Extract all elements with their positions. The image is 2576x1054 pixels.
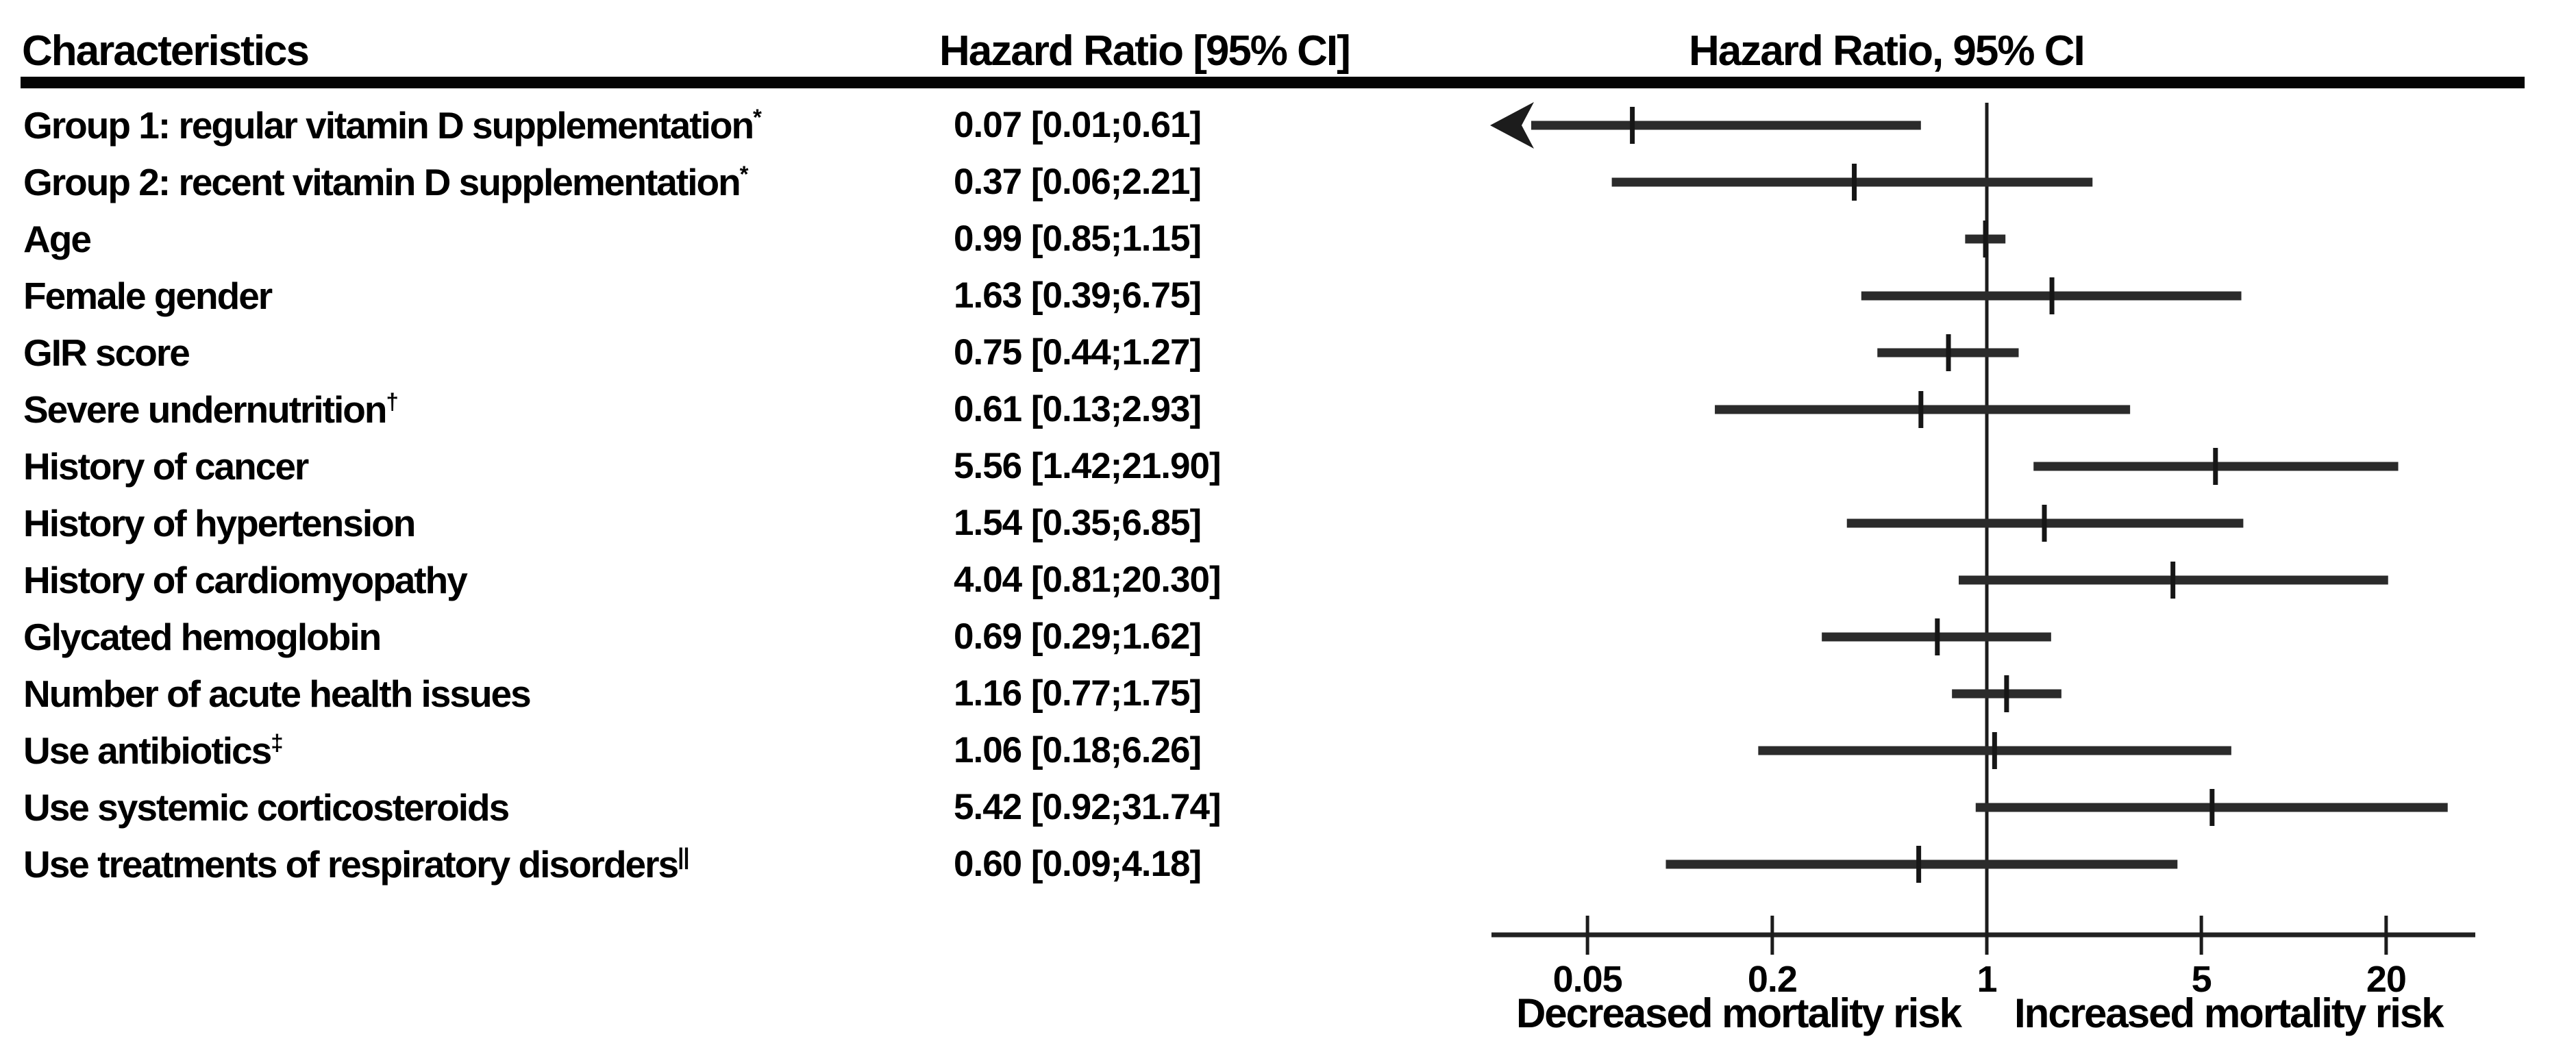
row-label: GIR score: [23, 331, 190, 374]
x-axis-tick-label: 0.2: [1748, 959, 1797, 1000]
x-axis-tick-label: 1: [1977, 959, 1996, 1000]
row-hr-ci-value: 1.06 [0.18;6.26]: [954, 730, 1202, 770]
row-hr-ci-value: 0.75 [0.44;1.27]: [954, 332, 1202, 373]
ci-arrow-left: [1490, 102, 1534, 149]
row-label: Female gender: [23, 275, 273, 317]
superscript-marker: ‡: [271, 729, 283, 755]
row-label: Group 1: regular vitamin D supplementati…: [23, 104, 762, 147]
column-header-characteristics: Characteristics: [22, 27, 310, 75]
row-hr-ci-value: 4.04 [0.81;20.30]: [954, 560, 1222, 600]
header-rule: [21, 77, 2525, 88]
row-hr-ci-value: 0.07 [0.01;0.61]: [954, 105, 1202, 145]
axis-annotation-right: Increased mortality risk: [2014, 990, 2444, 1036]
row-hr-ci-value: 0.69 [0.29;1.62]: [954, 616, 1202, 657]
row-hr-ci-value: 0.37 [0.06;2.21]: [954, 162, 1202, 202]
x-axis-tick-label: 5: [2192, 959, 2212, 1000]
row-label: History of cardiomyopathy: [23, 559, 468, 601]
row-label: Group 2: recent vitamin D supplementatio…: [23, 161, 749, 203]
row-label: History of hypertension: [23, 502, 416, 544]
row-label: Glycated hemoglobin: [23, 616, 382, 658]
row-label: Use treatments of respiratory disorders|…: [23, 843, 690, 886]
row-hr-ci-value: 0.60 [0.09;4.18]: [954, 844, 1202, 884]
row-hr-ci-value: 1.16 [0.77;1.75]: [954, 673, 1202, 714]
row-hr-ci-value: 1.54 [0.35;6.85]: [954, 503, 1202, 543]
superscript-marker: ||: [678, 843, 689, 869]
row-label: Use systemic corticosteroids: [23, 786, 510, 829]
row-label: History of cancer: [23, 445, 309, 488]
superscript-marker: *: [753, 104, 762, 130]
superscript-marker: †: [386, 388, 398, 414]
row-label: Severe undernutrition†: [23, 388, 399, 431]
row-label: Use antibiotics‡: [23, 729, 284, 772]
axis-annotation-left: Decreased mortality risk: [1516, 990, 1963, 1036]
row-hr-ci-value: 1.63 [0.39;6.75]: [954, 275, 1202, 316]
x-axis-tick-label: 20: [2366, 959, 2406, 1000]
superscript-marker: *: [739, 161, 749, 187]
row-hr-ci-value: 5.56 [1.42;21.90]: [954, 446, 1222, 486]
row-hr-ci-value: 0.99 [0.85;1.15]: [954, 218, 1202, 259]
row-label: Age: [23, 218, 92, 260]
column-header-plot: Hazard Ratio, 95% CI: [1689, 27, 2085, 75]
row-hr-ci-value: 5.42 [0.92;31.74]: [954, 787, 1222, 827]
column-header-hazard-ratio-ci: Hazard Ratio [95% CI]: [939, 27, 1351, 75]
row-hr-ci-value: 0.61 [0.13;2.93]: [954, 389, 1202, 429]
row-label: Number of acute health issues: [23, 673, 532, 715]
x-axis-tick-label: 0.05: [1553, 959, 1622, 1000]
